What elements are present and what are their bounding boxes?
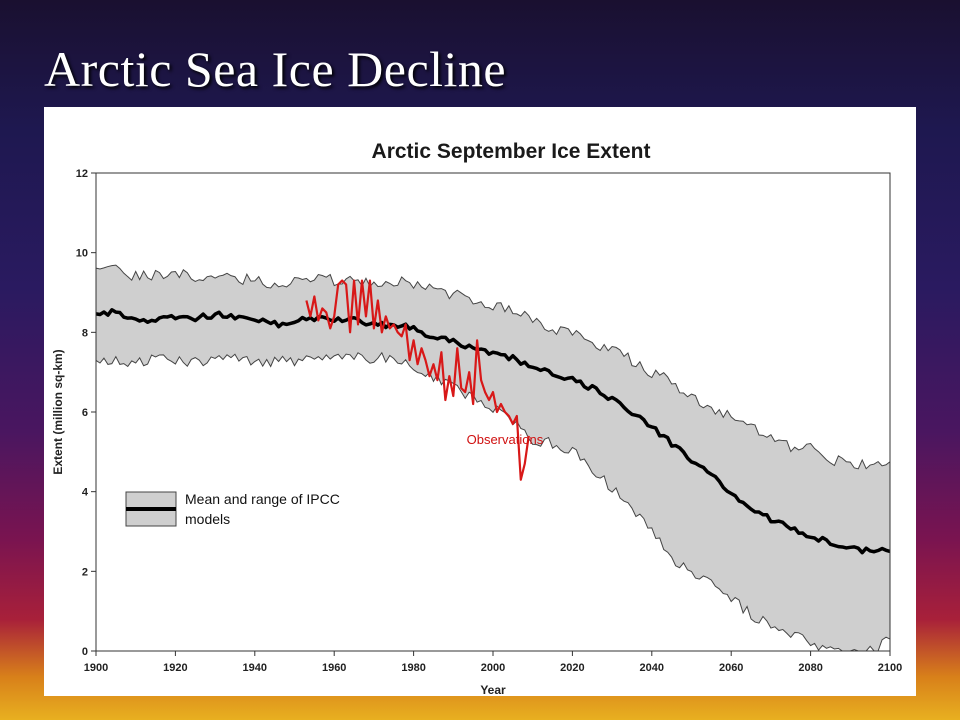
chart-title: Arctic September Ice Extent: [372, 140, 651, 163]
x-tick-label: 1900: [84, 662, 108, 674]
x-tick-label: 2080: [798, 662, 822, 674]
x-tick-label: 2020: [560, 662, 584, 674]
model-range-band: [95, 264, 891, 652]
x-axis-label: Year: [480, 683, 506, 696]
x-tick-label: 2060: [719, 662, 743, 674]
model-range-fill: [96, 265, 890, 651]
chart-panel: Arctic September Ice Extent 1900 1920 1940…: [44, 107, 916, 696]
ice-extent-chart: Arctic September Ice Extent 1900 1920 1940…: [51, 140, 902, 696]
x-tick-label: 1940: [243, 662, 267, 674]
legend-label-line1: Mean and range of IPCC: [185, 491, 340, 507]
observations-path: [305, 279, 530, 481]
x-tick-label: 1960: [322, 662, 346, 674]
x-tick-label: 1980: [401, 662, 425, 674]
y-tick-label: 12: [76, 168, 88, 180]
x-tick-label: 2040: [640, 662, 664, 674]
observations-annotation: Observations: [467, 432, 544, 447]
x-axis-ticks: 1900 1920 1940 1960 1980 2000 2020 2040 2060 2080…: [84, 651, 902, 674]
y-tick-label: 6: [82, 407, 88, 419]
y-axis-label: Extent (million sq-km): [51, 349, 65, 474]
x-tick-label: 2100: [878, 662, 902, 674]
x-tick-label: 1920: [163, 662, 187, 674]
y-tick-label: 2: [82, 566, 88, 578]
y-tick-label: 0: [82, 646, 88, 658]
y-tick-label: 10: [76, 248, 88, 260]
legend-label-line2: models: [185, 511, 230, 527]
y-axis-ticks: 0 2 4 6 8 10 12: [76, 168, 96, 658]
y-tick-label: 4: [82, 487, 89, 499]
y-tick-label: 8: [82, 327, 88, 339]
model-mean-path: [95, 308, 891, 555]
observations-line: [305, 279, 530, 481]
model-mean-line: [95, 308, 891, 555]
x-tick-label: 2000: [481, 662, 505, 674]
model-upper-bound: [95, 264, 891, 470]
model-lower-bound: [95, 351, 891, 652]
slide-title: Arctic Sea Ice Decline: [44, 41, 507, 97]
legend: Mean and range of IPCC models: [125, 491, 340, 527]
